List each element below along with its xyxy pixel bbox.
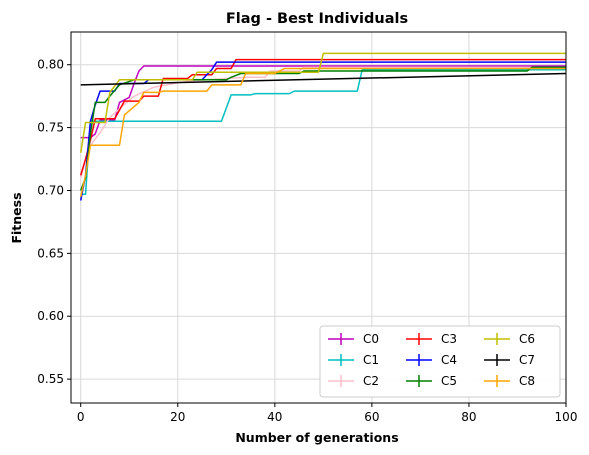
y-tick-label: 0.55 [37,372,64,386]
series-line-c6 [79,52,566,153]
y-tick-label: 0.70 [37,183,64,197]
plot-frame [70,31,567,404]
legend-label-c2: C2 [363,374,379,388]
legend-label-c4: C4 [441,353,457,367]
legend-label-c6: C6 [519,332,535,346]
series-line-c3 [79,58,566,176]
legend-box [319,325,561,398]
y-tick-label: 0.80 [37,58,64,72]
series-line-c8 [79,67,566,197]
y-tick-label: 0.75 [37,121,64,135]
legend-label-c0: C0 [363,332,379,346]
series-line-c0 [80,65,566,139]
axis-ticks: 0 20 40 60 80 100 0.55 0.60 0.65 0.70 0.75 0.80 [37,58,577,424]
legend-label-c1: C1 [363,353,379,367]
chart-title: Flag - Best Individuals [226,11,408,27]
series-line-c1 [80,68,566,195]
series-line-c2 [79,66,566,179]
y-tick-label: 0.60 [37,309,64,323]
x-tick-label: 80 [461,410,476,424]
x-tick-label: 40 [267,410,282,424]
y-axis-title: Fitness [9,192,24,243]
x-tick-label: 20 [170,410,185,424]
legend-label-c3: C3 [441,332,457,346]
series-line-c5 [80,66,566,191]
y-tick-label: 0.65 [37,246,64,260]
x-axis-title: Number of generations [235,430,398,445]
x-tick-label: 100 [555,410,578,424]
series-line-c7 [80,72,567,86]
x-tick-label: 0 [77,410,85,424]
legend-label-c7: C7 [519,353,535,367]
legend-label-c5: C5 [441,374,457,388]
x-tick-label: 60 [364,410,379,424]
legend: C0 C1 C2 C3 C4 C5 C6 C7 C8 [319,325,561,398]
legend-label-c8: C8 [519,374,535,388]
series-lines [79,52,567,201]
